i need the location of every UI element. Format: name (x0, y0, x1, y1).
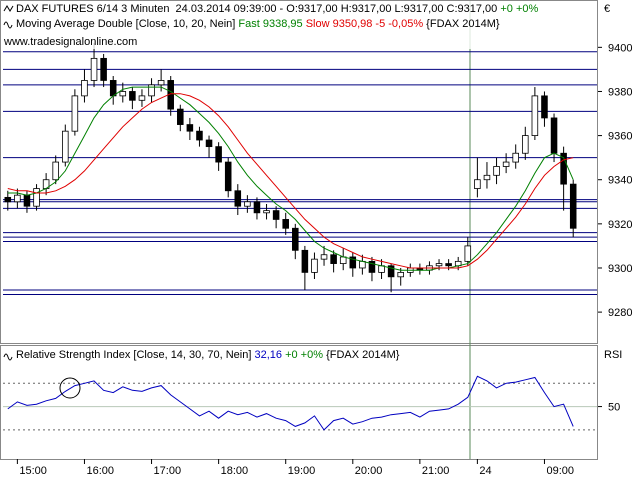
x-tick-label: 15:00 (19, 465, 47, 477)
candle-body (301, 249, 309, 273)
candle-body (4, 196, 12, 203)
slow-value: 9350,98 -5 -0,05% (333, 18, 424, 30)
candle-body (138, 95, 146, 101)
candle-body (186, 124, 194, 132)
candle-body (522, 135, 529, 154)
rsi-axis-label: RSI (604, 349, 622, 361)
rsi-symbol: {FDAX 2014M} (326, 349, 400, 361)
annotation-circle (59, 377, 81, 399)
candle-body (560, 152, 567, 185)
title: DAX FUTURES 6/14 3 Minuten 24.03.2014 09… (16, 3, 497, 15)
candle-body (282, 219, 289, 229)
candle-body (292, 227, 299, 251)
indicator-title: Moving Average Double [Close, 10, 20, Ne… (16, 18, 500, 30)
y-tick-label: 9280 (608, 307, 632, 319)
candle-body (244, 201, 251, 207)
candle-body (569, 183, 577, 229)
y-tick-label: 9300 (608, 263, 632, 275)
candle-body (445, 263, 452, 267)
currency: € (604, 3, 610, 15)
candle-body (474, 179, 481, 189)
candle-body (253, 201, 261, 214)
legend-slow: Slow (306, 18, 330, 30)
rsi-value: 32,16 (254, 349, 282, 361)
fast-value: 9338,95 (263, 18, 303, 30)
change: +0 +0% (500, 3, 538, 15)
candle-body (23, 194, 31, 207)
rsi-panel (0, 345, 598, 460)
rsi-icon (3, 353, 13, 361)
chart-title: DAX FUTURES 6/14 3 Minuten 24.03.2014 09… (16, 3, 538, 15)
candle-body (129, 91, 136, 101)
candle-body (502, 161, 510, 167)
x-tick-label: 20:00 (355, 465, 383, 477)
x-tick-label: 21:00 (422, 465, 450, 477)
candle-body (263, 210, 270, 214)
candle-body (368, 260, 376, 273)
candle-body (435, 263, 443, 267)
rsi-change: +0 +0% (285, 349, 323, 361)
candle-body (224, 161, 232, 192)
candle-body (339, 256, 347, 264)
candle-body (119, 91, 127, 97)
candle-body (14, 194, 21, 203)
x-tick-label: 18:00 (221, 465, 249, 477)
candle-body (196, 130, 203, 141)
source: www.tradesignalonline.com (3, 36, 137, 48)
candle-body (157, 80, 165, 86)
header-bg (1, 1, 501, 49)
candle-body (464, 245, 472, 262)
candle-body (81, 80, 88, 97)
header-icon (3, 5, 14, 12)
legend-fast: Fast (238, 18, 259, 30)
x-tick-label: 16:00 (86, 465, 114, 477)
y-tick-label: 9340 (608, 175, 632, 187)
candle-body (531, 95, 539, 136)
rsi-line (7, 375, 574, 431)
candle-body (330, 254, 337, 264)
symbol: {FDAX 2014M} (426, 18, 500, 30)
x-tick-label: 09:00 (546, 465, 574, 477)
candle-body (148, 84, 155, 97)
y-tick-label: 9380 (608, 86, 632, 98)
rsi-header-bg (1, 346, 401, 362)
candle-body (234, 190, 242, 207)
x-tick-label: 24 (479, 465, 491, 477)
y-tick-label: 50 (608, 402, 620, 414)
rsi-name: Relative Strength Index [Close, 14, 30, … (16, 349, 251, 361)
candle-body (215, 146, 222, 163)
candle-body (33, 188, 40, 207)
rsi-title: Relative Strength Index [Close, 14, 30, … (16, 349, 400, 361)
x-tick-label: 17:00 (154, 465, 182, 477)
candle-body (90, 57, 98, 81)
y-tick-label: 9360 (608, 131, 632, 143)
y-tick-label: 9320 (608, 219, 632, 231)
candle-body (52, 161, 59, 181)
candle-body (100, 57, 107, 81)
candle-body (272, 210, 280, 220)
candle-body (493, 166, 500, 176)
candle-body (483, 174, 491, 181)
x-tick-label: 19:00 (288, 465, 316, 477)
candle-body (62, 130, 69, 163)
candle-body (177, 108, 184, 125)
y-tick-label: 9400 (608, 42, 632, 54)
candle-body (205, 139, 213, 148)
ma-line (7, 93, 574, 269)
indicator-icon (3, 21, 13, 29)
indicator: Moving Average Double [Close, 10, 20, Ne… (16, 18, 235, 30)
candle-body (349, 256, 357, 269)
candle-body (397, 271, 404, 278)
candle-body (71, 95, 79, 132)
candle-body (550, 117, 558, 154)
ma-line (7, 86, 574, 271)
candle-body (311, 258, 318, 273)
candle-body (320, 254, 328, 260)
candle-body (541, 95, 548, 119)
candle-body (109, 80, 117, 97)
candle-body (512, 152, 519, 163)
candle-body (387, 265, 395, 278)
plot (3, 42, 597, 431)
